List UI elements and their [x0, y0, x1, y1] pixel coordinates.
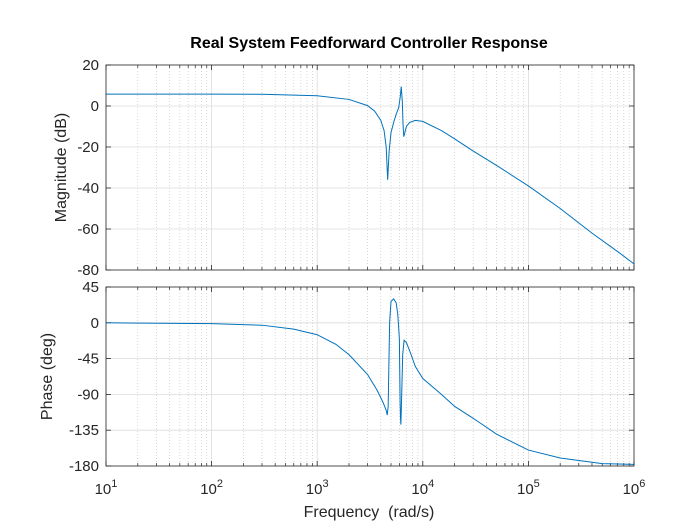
x-tick-label: 104: [411, 478, 434, 498]
phase-y-tick-label: 45: [82, 279, 99, 296]
magnitude-panel: 20 0 -20 -40 -60 -80 Magnitude (dB): [53, 57, 635, 279]
x-tick-label: 106: [623, 478, 646, 498]
phase-y-tick-label: 0: [91, 315, 99, 332]
phase-y-tick-label: -135: [69, 422, 99, 439]
phase-y-axis-label: Phase (deg): [39, 333, 56, 420]
magnitude-series-line: [106, 86, 635, 265]
x-tick-label: 101: [95, 478, 118, 498]
magnitude-y-axis-label: Magnitude (dB): [53, 113, 70, 222]
x-tick-label: 105: [517, 478, 540, 498]
magnitude-y-tick-label: -60: [77, 221, 99, 238]
magnitude-y-tick-label: 0: [91, 98, 99, 115]
magnitude-y-tick-label: 20: [82, 57, 99, 74]
magnitude-y-tick-label: -40: [77, 180, 99, 197]
magnitude-y-tick-label: -80: [77, 262, 99, 279]
magnitude-y-tick-label: -20: [77, 139, 99, 156]
x-tick-labels: 101 102 103 104 105 106: [95, 478, 646, 498]
phase-y-tick-label: -180: [69, 458, 99, 475]
x-axis-label: Frequency (rad/s): [304, 504, 435, 521]
phase-plot-area: [106, 287, 634, 466]
phase-panel: 45 0 -45 -90 -135 -180 Phase (deg): [39, 279, 635, 475]
x-tick-label: 103: [306, 478, 329, 498]
chart-title: Real System Feedforward Controller Respo…: [190, 35, 548, 52]
magnitude-axes-box: [105, 64, 635, 271]
phase-y-tick-label: -45: [77, 351, 99, 368]
magnitude-y-tick-labels: 20 0 -20 -40 -60 -80: [77, 57, 99, 279]
phase-y-tick-label: -90: [77, 386, 99, 403]
phase-series-line: [105, 298, 635, 465]
x-tick-label: 102: [200, 478, 223, 498]
phase-y-tick-labels: 45 0 -45 -90 -135 -180: [69, 279, 99, 475]
phase-axes-box: [105, 286, 635, 467]
magnitude-plot-area: [106, 65, 634, 270]
